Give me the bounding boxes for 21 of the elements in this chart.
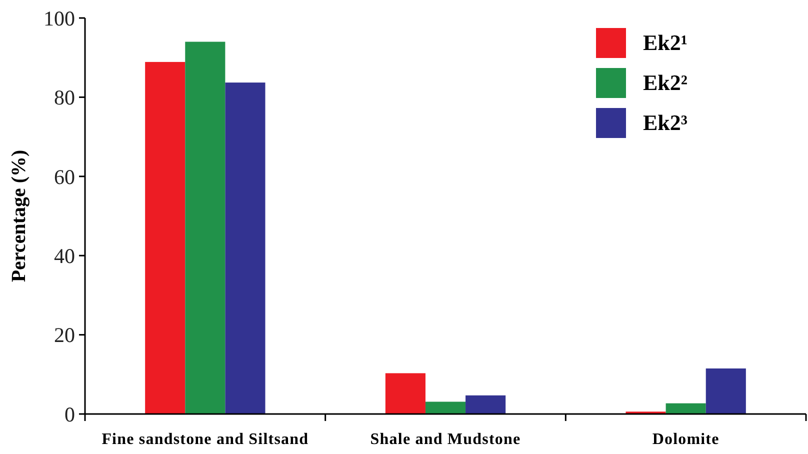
bar: [145, 62, 186, 414]
y-tick-label: 0: [64, 402, 75, 426]
legend-label: Ek2³: [643, 110, 688, 135]
bar: [225, 82, 266, 414]
y-axis-title: Percentage (%): [8, 150, 30, 282]
y-tick-label: 100: [44, 6, 75, 30]
y-tick-label: 60: [54, 164, 75, 189]
x-tick-label: Shale and Mudstone: [370, 431, 521, 448]
bar: [185, 42, 226, 414]
y-tick-label: 20: [54, 323, 75, 348]
bar: [666, 403, 706, 414]
y-tick-label: 40: [54, 244, 75, 268]
bar: [466, 395, 506, 414]
bar: [425, 402, 466, 414]
bar: [385, 373, 426, 414]
y-tick-label: 80: [54, 86, 75, 110]
legend-label: Ek2²: [643, 70, 688, 95]
legend-label: Ek2¹: [643, 30, 688, 55]
bar: [706, 368, 746, 414]
x-tick-label: Fine sandstone and Siltsand: [102, 431, 309, 448]
x-tick-label: Dolomite: [652, 431, 720, 448]
